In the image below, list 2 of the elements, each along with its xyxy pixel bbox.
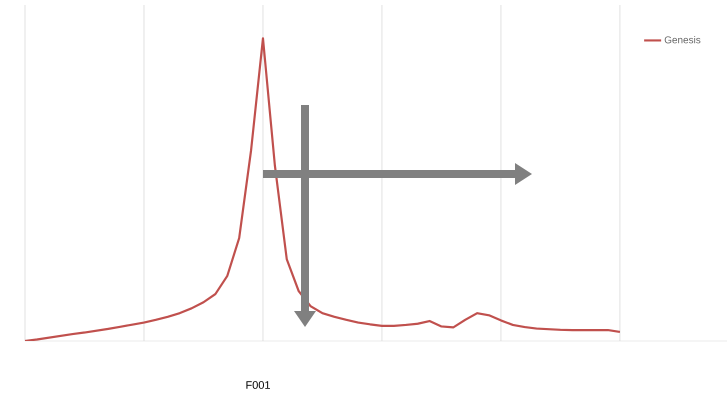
text: F001 — [246, 381, 270, 389]
legend-label: Genesis — [664, 36, 700, 44]
